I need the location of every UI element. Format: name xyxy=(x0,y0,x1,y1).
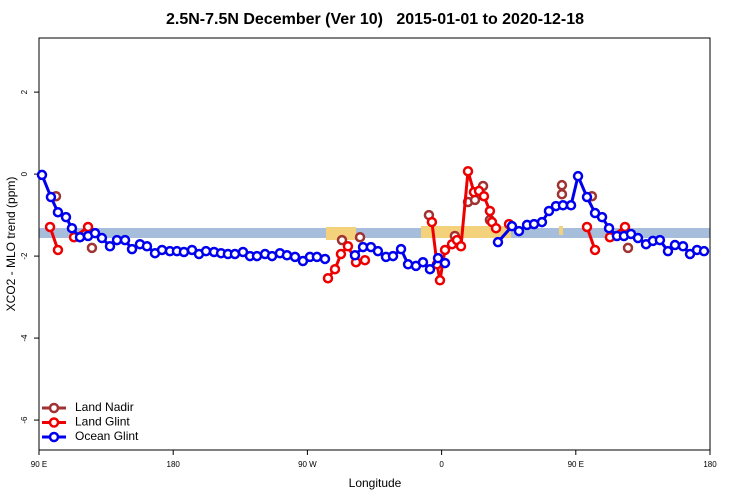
data-point xyxy=(60,211,72,223)
data-point xyxy=(669,239,681,251)
data-point xyxy=(462,165,474,177)
data-point xyxy=(513,225,525,237)
data-point xyxy=(342,241,354,252)
data-point xyxy=(36,169,48,181)
ocean-band xyxy=(39,228,710,238)
data-point xyxy=(96,232,108,244)
chart-title: 2.5N-7.5N December (Ver 10) 2015-01-01 t… xyxy=(166,11,584,28)
data-point xyxy=(319,253,331,265)
data-point xyxy=(322,272,334,284)
data-point xyxy=(349,250,361,261)
legend-label: Land Nadir xyxy=(75,400,134,414)
data-point xyxy=(484,205,496,217)
data-point xyxy=(662,245,674,257)
data-point xyxy=(200,245,212,257)
data-point xyxy=(654,234,666,246)
data-point xyxy=(492,236,504,248)
data-point xyxy=(66,222,78,234)
land-band xyxy=(559,226,563,235)
land-band xyxy=(421,226,511,238)
data-point xyxy=(52,206,64,218)
x-tick-label: 90 E xyxy=(31,460,47,469)
data-point xyxy=(372,245,384,257)
data-point xyxy=(556,188,568,200)
y-tick-label: -6 xyxy=(20,416,29,424)
data-point xyxy=(251,250,263,262)
y-tick-label: -2 xyxy=(20,252,29,260)
data-point xyxy=(359,254,371,266)
data-point xyxy=(677,241,689,252)
data-point xyxy=(329,263,341,275)
data-point xyxy=(229,248,241,260)
data-point xyxy=(178,246,190,258)
surface-band xyxy=(39,226,710,240)
data-point xyxy=(439,257,451,269)
data-point xyxy=(426,216,438,228)
x-tick-label: 90 E xyxy=(568,460,584,469)
legend-marker xyxy=(48,402,60,414)
data-point xyxy=(603,222,615,234)
data-point xyxy=(289,251,301,263)
y-tick-label: -4 xyxy=(20,334,29,342)
data-point xyxy=(455,241,467,252)
data-point xyxy=(506,220,518,232)
data-point xyxy=(45,191,57,203)
legend-label: Land Glint xyxy=(75,415,130,429)
data-point xyxy=(698,245,710,257)
x-tick-label: 0 xyxy=(439,460,444,469)
x-tick-label: 180 xyxy=(703,460,717,469)
data-point xyxy=(622,242,634,254)
data-point xyxy=(565,200,577,211)
data-point xyxy=(141,241,153,252)
data-point xyxy=(439,244,451,256)
data-point xyxy=(434,275,446,286)
data-point xyxy=(335,248,347,260)
data-point xyxy=(74,231,86,243)
series xyxy=(36,169,710,275)
data-point xyxy=(311,251,323,263)
data-point xyxy=(556,179,568,191)
data-point xyxy=(387,250,399,262)
data-point xyxy=(119,234,131,246)
data-point xyxy=(572,170,584,182)
data-point xyxy=(44,221,56,233)
y-tick-label: 0 xyxy=(20,171,29,176)
legend-marker xyxy=(48,431,60,443)
data-point xyxy=(336,234,348,246)
data-point xyxy=(395,243,407,255)
x-tick-label: 90 W xyxy=(298,460,317,469)
land-band xyxy=(326,227,356,240)
y-axis-label: XCO2 - MLO trend (ppm) xyxy=(4,177,18,312)
data-point xyxy=(536,216,548,228)
data-point xyxy=(478,190,490,202)
data-point xyxy=(557,200,569,211)
data-point xyxy=(581,221,593,233)
data-point xyxy=(432,252,444,264)
data-point xyxy=(82,221,94,233)
y-tick-label: 2 xyxy=(20,89,29,94)
data-point xyxy=(424,263,436,275)
data-point xyxy=(632,232,644,244)
legend-marker xyxy=(48,417,60,428)
data-point xyxy=(104,241,116,252)
data-point xyxy=(589,244,601,256)
data-point xyxy=(281,250,293,261)
data-point xyxy=(543,205,555,217)
data-point xyxy=(490,222,502,234)
data-point xyxy=(126,243,138,255)
x-axis-label: Longitude xyxy=(349,476,402,490)
data-point xyxy=(417,256,429,268)
data-point xyxy=(52,244,64,256)
data-point xyxy=(354,231,366,243)
data-point xyxy=(86,242,98,254)
data-point xyxy=(581,191,593,203)
data-point xyxy=(89,227,101,239)
data-point xyxy=(111,234,123,246)
data-point xyxy=(596,211,608,223)
plot-frame xyxy=(38,37,711,451)
x-tick-label: 180 xyxy=(167,460,181,469)
legend-label: Ocean Glint xyxy=(75,429,139,443)
